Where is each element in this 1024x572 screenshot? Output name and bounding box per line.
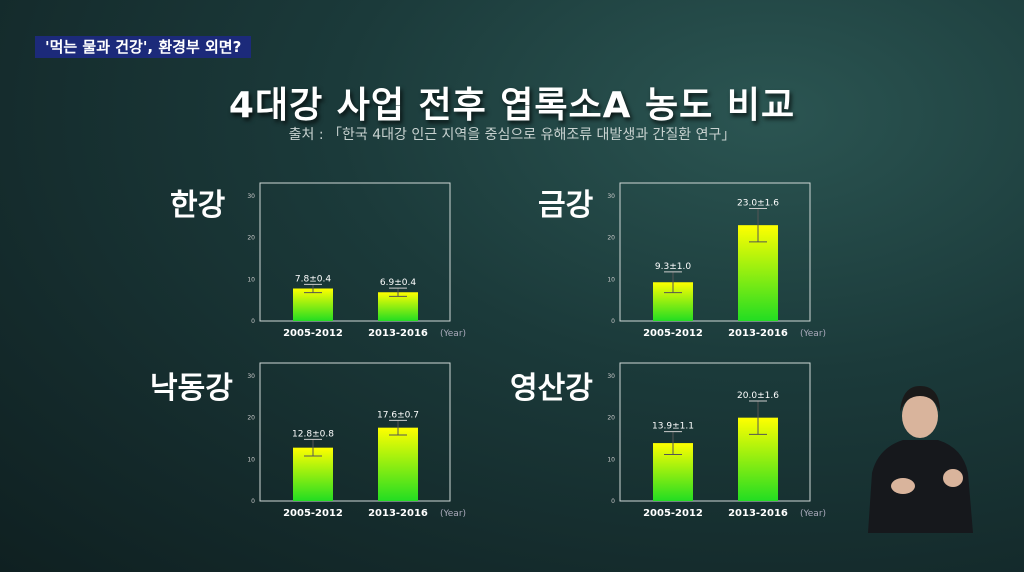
- chart-title-nakdong: 낙동강: [150, 371, 233, 406]
- x-tick-label: 2013-2016: [368, 328, 428, 339]
- news-ticker: '먹는 물과 건강', 환경부 외면?: [35, 36, 252, 58]
- y-tick-label: 0: [611, 498, 615, 505]
- chart-title-han: 한강: [170, 188, 226, 223]
- y-tick-label: 30: [247, 193, 255, 200]
- data-label: 6.9±0.4: [380, 278, 416, 288]
- x-tick-label: 2005-2012: [283, 508, 343, 519]
- x-tick-label: 2013-2016: [368, 508, 428, 519]
- chart-frame: [619, 362, 811, 502]
- y-tick-label: 0: [251, 498, 255, 505]
- chart-frame: [259, 182, 451, 322]
- data-label: 20.0±1.6: [737, 391, 779, 401]
- x-unit-label: (Year): [800, 509, 826, 519]
- y-tick-label: 10: [607, 456, 615, 463]
- bar: [378, 427, 418, 501]
- y-tick-label: 10: [607, 276, 615, 283]
- page-title: 4대강 사업 전후 엽록소A 농도 비교: [228, 85, 796, 126]
- y-tick-label: 30: [247, 373, 255, 380]
- source-caption: 출처 : 「한국 4대강 인근 지역을 중심으로 유해조류 대발생과 간질환 연…: [288, 127, 736, 143]
- x-tick-label: 2013-2016: [728, 328, 788, 339]
- x-tick-label: 2005-2012: [643, 328, 703, 339]
- chart-title-geum: 금강: [538, 188, 594, 223]
- y-tick-label: 10: [247, 276, 255, 283]
- y-tick-label: 20: [247, 415, 255, 422]
- y-tick-label: 20: [607, 415, 615, 422]
- bar: [293, 447, 333, 501]
- data-label: 13.9±1.1: [652, 422, 694, 432]
- data-label: 7.8±0.4: [295, 274, 331, 284]
- y-tick-label: 30: [607, 373, 615, 380]
- y-tick-label: 10: [247, 456, 255, 463]
- bar: [293, 288, 333, 321]
- x-unit-label: (Year): [440, 509, 466, 519]
- data-label: 12.8±0.8: [292, 429, 334, 439]
- y-tick-label: 0: [251, 318, 255, 325]
- x-tick-label: 2005-2012: [283, 328, 343, 339]
- x-tick-label: 2005-2012: [643, 508, 703, 519]
- chart-title-yeongsan: 영산강: [510, 371, 593, 406]
- chart-frame: [619, 182, 811, 322]
- data-label: 9.3±1.0: [655, 262, 691, 272]
- y-tick-label: 20: [247, 235, 255, 242]
- chart-frame: [259, 362, 451, 502]
- y-tick-label: 0: [611, 318, 615, 325]
- y-tick-label: 30: [607, 193, 615, 200]
- sign-language-interpreter: [868, 386, 973, 533]
- x-unit-label: (Year): [440, 329, 466, 339]
- y-tick-label: 20: [607, 235, 615, 242]
- x-unit-label: (Year): [800, 329, 826, 339]
- bar: [378, 292, 418, 321]
- x-tick-label: 2013-2016: [728, 508, 788, 519]
- data-label: 23.0±1.6: [737, 199, 779, 209]
- data-label: 17.6±0.7: [377, 410, 419, 420]
